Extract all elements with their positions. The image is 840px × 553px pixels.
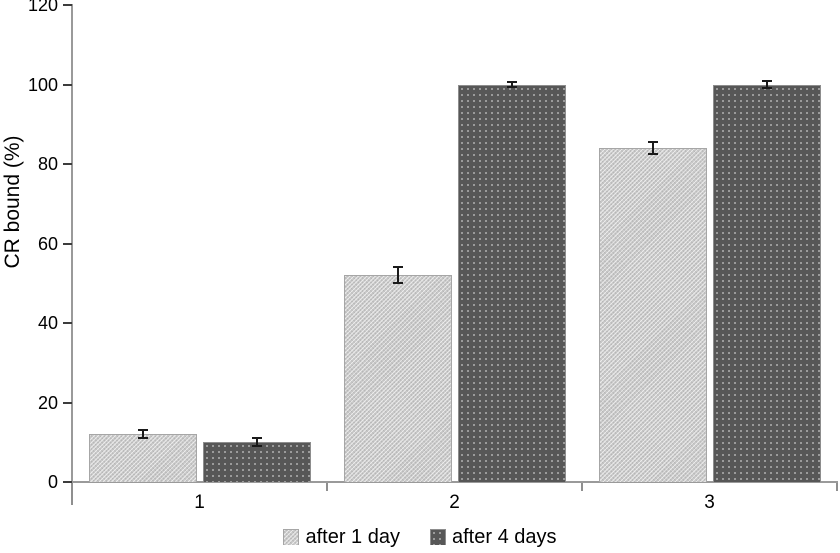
y-tick-label: 60 <box>37 233 58 254</box>
legend-label: after 1 day <box>305 526 400 548</box>
error-bar <box>510 82 513 87</box>
error-bar-cap-top <box>137 429 148 432</box>
bar-after-1-day-cat1 <box>88 434 197 482</box>
bar-after-4-days-cat2 <box>457 84 566 482</box>
error-bar-cap-bottom <box>392 282 403 285</box>
y-axis-tick <box>63 481 72 483</box>
y-tick-label: 40 <box>37 313 58 333</box>
y-tick-label: 100 <box>27 74 58 95</box>
x-tick-label: 2 <box>449 492 460 513</box>
error-bar-cap-bottom <box>137 437 148 440</box>
x-tick-label: 3 <box>704 492 715 513</box>
bar-after-4-days-cat3 <box>712 84 821 482</box>
y-tick-label: 120 <box>27 0 58 15</box>
legend: after 1 day after 4 days <box>0 524 840 550</box>
error-bar-cap-top <box>647 141 658 144</box>
error-bar <box>141 430 144 439</box>
y-axis-tick <box>63 163 72 165</box>
y-tick-label: 20 <box>37 392 58 413</box>
error-bar <box>396 267 399 284</box>
bar-after-1-day-cat2 <box>343 275 452 482</box>
bar-after-4-days-cat1 <box>202 442 311 482</box>
error-bar <box>765 80 768 89</box>
error-bar <box>255 438 258 447</box>
y-axis-title: CR bound (%) <box>1 135 24 269</box>
legend-item-after-4-days: after 4 days <box>430 525 557 549</box>
y-axis-line <box>71 4 73 504</box>
error-bar-cap-top <box>251 437 262 440</box>
y-axis-tick <box>63 4 72 6</box>
y-tick-label: 80 <box>37 154 58 174</box>
x-axis-tick <box>326 483 328 491</box>
legend-label: after 4 days <box>452 526 557 548</box>
legend-item-after-1-day: after 1 day <box>283 525 400 549</box>
bar-after-1-day-cat3 <box>598 148 707 482</box>
error-bar-cap-bottom <box>506 85 517 88</box>
y-axis-tick <box>63 83 72 86</box>
error-bar-cap-top <box>506 81 517 84</box>
error-bar-cap-top <box>761 79 772 82</box>
error-bar <box>651 142 654 155</box>
y-axis-tick <box>63 401 72 404</box>
x-axis-tick <box>836 483 838 491</box>
y-axis-tick <box>63 242 72 245</box>
error-bar-cap-top <box>392 266 403 269</box>
x-axis-tick <box>581 483 583 491</box>
error-bar-cap-bottom <box>251 445 262 448</box>
x-axis-line <box>71 481 838 483</box>
error-bar-cap-bottom <box>761 87 772 90</box>
y-axis-tick <box>63 322 72 324</box>
y-tick-label: 0 <box>47 472 58 492</box>
error-bar-cap-bottom <box>647 153 658 156</box>
legend-swatch-dark-dotted <box>430 529 446 545</box>
x-tick-label: 1 <box>194 492 205 513</box>
legend-swatch-light-hatch <box>283 529 300 545</box>
x-axis-tick <box>71 483 73 505</box>
